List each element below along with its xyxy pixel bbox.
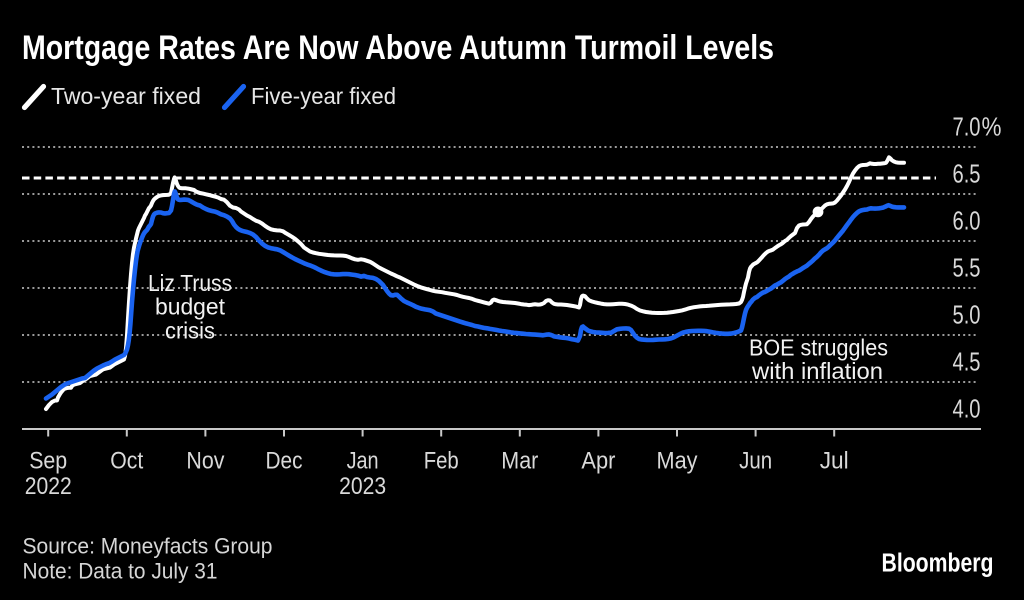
svg-text:4.0: 4.0 [953,396,981,424]
svg-text:budget: budget [155,294,226,320]
svg-text:%: % [982,114,1002,142]
svg-text:BOE struggles: BOE struggles [749,334,888,360]
svg-text:Mortgage Rates Are Now Above A: Mortgage Rates Are Now Above Autumn Turm… [22,29,774,67]
svg-text:Apr: Apr [581,448,615,475]
svg-text:5.5: 5.5 [953,255,981,283]
svg-text:Sep: Sep [29,448,67,475]
svg-text:4.5: 4.5 [953,349,981,377]
svg-text:Jan: Jan [347,448,379,475]
svg-text:Oct: Oct [110,448,143,475]
svg-text:crisis: crisis [165,317,215,343]
svg-text:Note: Data to July 31: Note: Data to July 31 [23,559,218,584]
svg-text:5.0: 5.0 [953,302,981,330]
svg-text:2022: 2022 [25,473,72,500]
svg-text:Bloomberg: Bloomberg [882,550,994,578]
svg-text:Two-year fixed: Two-year fixed [51,83,201,109]
svg-text:2023: 2023 [339,473,386,500]
svg-text:May: May [657,448,698,475]
svg-text:7.0: 7.0 [953,114,981,142]
svg-text:Jun: Jun [739,448,772,475]
svg-text:Dec: Dec [266,448,303,475]
svg-text:6.5: 6.5 [953,161,981,189]
svg-text:Nov: Nov [186,448,224,475]
svg-text:Feb: Feb [424,448,459,475]
svg-text:Jul: Jul [820,448,849,475]
svg-text:Mar: Mar [501,448,538,475]
svg-text:Source: Moneyfacts Group: Source: Moneyfacts Group [23,534,273,559]
svg-text:with inflation: with inflation [751,358,883,384]
svg-text:6.0: 6.0 [953,208,981,236]
svg-text:Liz Truss: Liz Truss [148,270,232,296]
svg-text:Five-year fixed: Five-year fixed [251,83,396,109]
